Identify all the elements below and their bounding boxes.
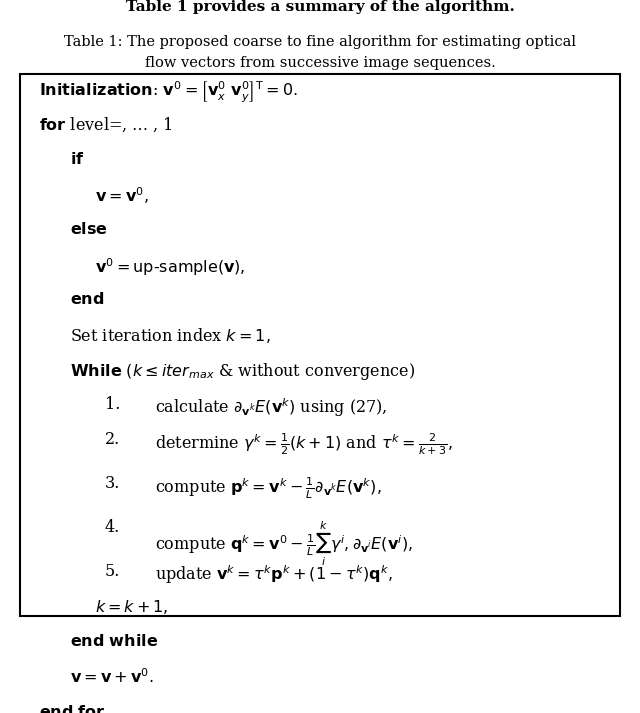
Text: $\mathbf{end\ while}$: $\mathbf{end\ while}$ (70, 633, 159, 650)
Text: calculate $\partial_{\mathbf{v}^k}E(\mathbf{v}^k)$ using (27),: calculate $\partial_{\mathbf{v}^k}E(\mat… (155, 396, 387, 419)
Text: 1.: 1. (105, 396, 120, 414)
Text: $k = k + 1,$: $k = k + 1,$ (95, 598, 169, 616)
Text: Set iteration index $k = 1,$: Set iteration index $k = 1,$ (70, 326, 271, 345)
Text: update $\mathbf{v}^k = \tau^k\mathbf{p}^k + (1 - \tau^k)\mathbf{q}^k,$: update $\mathbf{v}^k = \tau^k\mathbf{p}^… (155, 563, 392, 586)
Text: $\mathbf{v} = \mathbf{v}^0,$: $\mathbf{v} = \mathbf{v}^0,$ (95, 185, 149, 206)
Text: $\mathbf{if}$: $\mathbf{if}$ (70, 150, 85, 168)
Text: $\mathbf{for}$ level=, $\ldots$ , 1: $\mathbf{for}$ level=, $\ldots$ , 1 (39, 116, 173, 134)
Text: $\mathbf{end}$: $\mathbf{end}$ (70, 291, 105, 308)
Text: 4.: 4. (105, 519, 120, 536)
Text: $\mathbf{end\ for}$: $\mathbf{end\ for}$ (39, 704, 106, 713)
Text: $\mathbf{v} = \mathbf{v} + \mathbf{v}^0.$: $\mathbf{v} = \mathbf{v} + \mathbf{v}^0.… (70, 669, 154, 687)
Text: 3.: 3. (105, 476, 120, 493)
Text: flow vectors from successive image sequences.: flow vectors from successive image seque… (145, 56, 495, 70)
Text: determine $\gamma^k = \frac{1}{2}(k+1)$ and $\tau^k = \frac{2}{k+3},$: determine $\gamma^k = \frac{1}{2}(k+1)$ … (155, 431, 452, 457)
Text: $\mathbf{While}$ $(k \leq \mathit{iter}_{max}$ & without convergence): $\mathbf{While}$ $(k \leq \mathit{iter}_… (70, 361, 415, 382)
Text: $\mathbf{else}$: $\mathbf{else}$ (70, 221, 108, 237)
Text: compute $\mathbf{p}^k = \mathbf{v}^k - \frac{1}{L}\partial_{\mathbf{v}^k}E(\math: compute $\mathbf{p}^k = \mathbf{v}^k - \… (155, 476, 381, 501)
FancyBboxPatch shape (20, 74, 620, 616)
Text: $\mathbf{v}^0 = \mathrm{up\text{-}sample}(\mathbf{v}),$: $\mathbf{v}^0 = \mathrm{up\text{-}sample… (95, 256, 246, 277)
Text: Table 1: The proposed coarse to fine algorithm for estimating optical: Table 1: The proposed coarse to fine alg… (64, 35, 576, 49)
Text: compute $\mathbf{q}^k = \mathbf{v}^0 - \frac{1}{L}\sum_i^k \gamma^i,\partial_{\m: compute $\mathbf{q}^k = \mathbf{v}^0 - \… (155, 519, 413, 568)
Text: Table 1 provides a summary of the algorithm.: Table 1 provides a summary of the algori… (125, 0, 515, 14)
Text: $\mathbf{Initialization}$: $\mathbf{v}^0 = \left[\mathbf{v}_x^0\ \mathbf{v}_y^0\: $\mathbf{Initialization}$: $\mathbf{v}^0… (39, 81, 298, 106)
Text: 5.: 5. (105, 563, 120, 580)
Text: 2.: 2. (105, 431, 120, 448)
